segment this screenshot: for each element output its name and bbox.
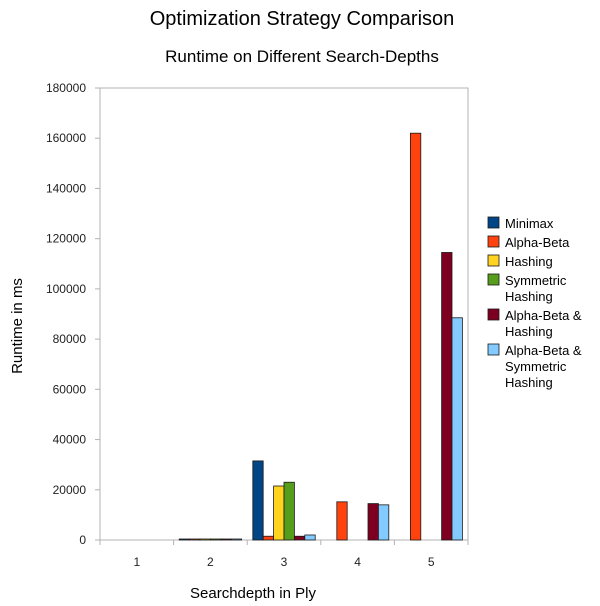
bar: [209, 538, 222, 541]
legend-swatch: [487, 273, 500, 286]
y-tick-label: 140000: [46, 181, 86, 195]
bar: [220, 538, 232, 541]
legend-label: Alpha-Beta: [505, 235, 570, 250]
legend-swatch: [487, 235, 500, 248]
legend-label: Symmetric: [505, 273, 567, 288]
x-tick-label: 5: [428, 555, 435, 569]
legend-label: Hashing: [505, 289, 553, 304]
x-tick-label: 4: [354, 555, 361, 569]
bar: [336, 501, 348, 541]
y-tick-label: 20000: [53, 483, 87, 497]
bar: [178, 538, 190, 541]
x-axis-ticks: 1 2 3 4 5: [99, 540, 469, 569]
bar: [262, 535, 275, 541]
legend: MinimaxAlpha-BetaHashingSymmetricHashing…: [487, 216, 582, 390]
y-axis-label: Runtime in ms: [9, 278, 26, 374]
y-tick-label: 160000: [46, 131, 86, 145]
legend-label: Hashing: [505, 375, 553, 390]
legend-label: Hashing: [505, 324, 553, 339]
bar: [252, 460, 264, 541]
y-axis-ticks: 0 20000 40000 60000 80000 100000 120000 140000 1…: [46, 81, 100, 547]
y-tick-label: 100000: [46, 282, 86, 296]
bar: [199, 538, 211, 541]
y-tick-label: 40000: [53, 433, 87, 447]
legend-swatch: [487, 308, 500, 321]
x-tick-label: 1: [133, 555, 140, 569]
legend-label: Alpha-Beta &: [505, 343, 582, 358]
bar: [273, 485, 285, 541]
bar: [409, 132, 422, 541]
bar: [377, 504, 390, 541]
bar: [293, 535, 306, 541]
legend-swatch: [487, 343, 500, 356]
chart-subtitle: Runtime on Different Search-Depths: [165, 47, 439, 66]
bar: [304, 534, 316, 541]
legend-swatch: [487, 216, 500, 229]
x-tick-label: 2: [207, 555, 214, 569]
x-axis-label: Searchdepth in Ply: [190, 585, 316, 602]
y-tick-label: 80000: [53, 332, 87, 346]
y-tick-label: 0: [79, 533, 86, 547]
bar: [189, 538, 201, 541]
y-tick-label: 60000: [53, 382, 87, 396]
y-tick-label: 180000: [46, 81, 86, 95]
bars: [178, 132, 463, 541]
chart-title: Optimization Strategy Comparison: [150, 8, 455, 30]
bar: [441, 252, 453, 541]
legend-label: Minimax: [505, 216, 554, 231]
y-tick-label: 120000: [46, 232, 86, 246]
legend-swatch: [487, 254, 500, 267]
legend-label: Symmetric: [505, 359, 567, 374]
bar: [451, 317, 463, 541]
legend-label: Hashing: [505, 254, 553, 269]
legend-label: Alpha-Beta &: [505, 308, 582, 323]
x-tick-label: 3: [281, 555, 288, 569]
bar: [283, 481, 295, 541]
bar: [367, 503, 379, 541]
bar: [230, 538, 242, 541]
